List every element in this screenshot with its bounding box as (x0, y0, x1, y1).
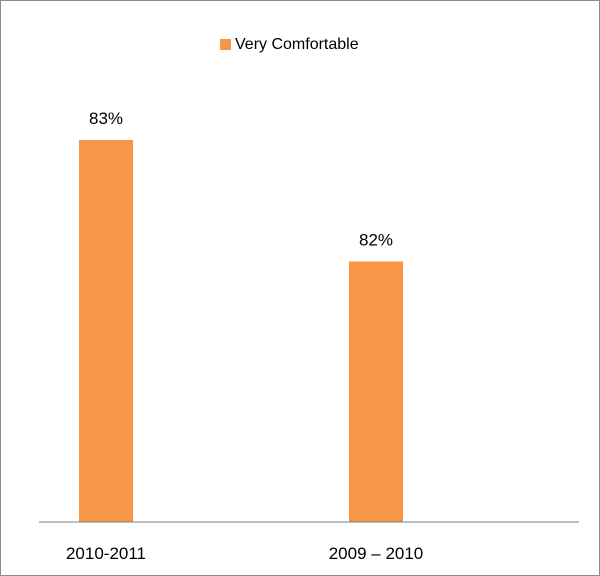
bars-group (79, 140, 403, 522)
category-label-0: 2010-2011 (66, 544, 146, 563)
data-labels-group: 83% 82% (89, 109, 393, 250)
category-labels-group: 2010-2011 2009 – 2010 (66, 544, 423, 563)
bar-0 (79, 140, 133, 522)
data-label-1: 82% (359, 231, 393, 250)
legend: Very Comfortable (220, 36, 359, 53)
bar-1 (349, 261, 403, 522)
legend-swatch (220, 39, 231, 50)
legend-label-very-comfortable: Very Comfortable (235, 36, 359, 53)
data-label-0: 83% (89, 109, 123, 128)
category-label-1: 2009 – 2010 (329, 544, 424, 563)
